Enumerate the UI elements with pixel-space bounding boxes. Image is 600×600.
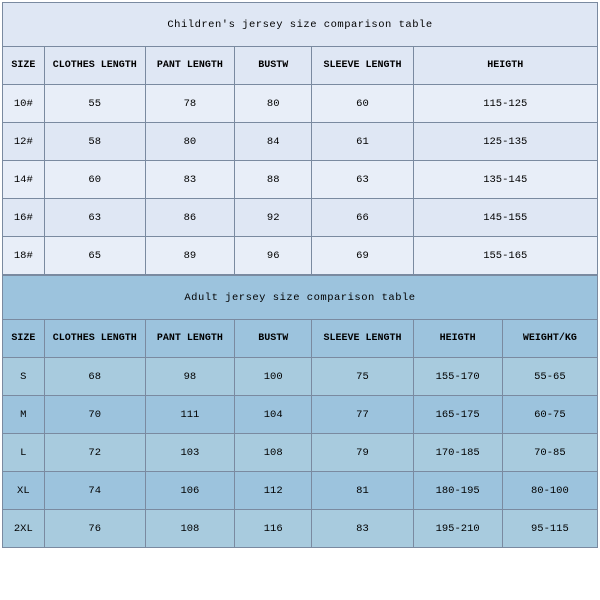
cell-sleeve: 77	[312, 396, 413, 434]
cell-pant: 83	[145, 161, 234, 199]
cell-size: 2XL	[3, 510, 45, 548]
size-chart-container: Children's jersey size comparison table …	[0, 0, 600, 550]
table-row: M 70 111 104 77 165-175 60-75	[3, 396, 598, 434]
col-bust: BUSTW	[235, 47, 312, 85]
cell-bust: 80	[235, 85, 312, 123]
col-size: SIZE	[3, 320, 45, 358]
cell-pant: 78	[145, 85, 234, 123]
cell-pant: 106	[145, 472, 234, 510]
col-clothes-length: CLOTHES LENGTH	[44, 320, 145, 358]
adult-title-row: Adult jersey size comparison table	[3, 276, 598, 320]
cell-weight: 70-85	[502, 434, 597, 472]
cell-size: S	[3, 358, 45, 396]
cell-bust: 116	[235, 510, 312, 548]
col-weight: WEIGHT/KG	[502, 320, 597, 358]
cell-sleeve: 63	[312, 161, 413, 199]
cell-sleeve: 81	[312, 472, 413, 510]
children-size-table: Children's jersey size comparison table …	[2, 2, 598, 275]
adult-header-row: SIZE CLOTHES LENGTH PANT LENGTH BUSTW SL…	[3, 320, 598, 358]
cell-weight: 80-100	[502, 472, 597, 510]
cell-pant: 80	[145, 123, 234, 161]
cell-bust: 88	[235, 161, 312, 199]
cell-clothes: 60	[44, 161, 145, 199]
adult-title: Adult jersey size comparison table	[3, 276, 598, 320]
cell-clothes: 63	[44, 199, 145, 237]
cell-height: 155-165	[413, 237, 597, 275]
cell-height: 125-135	[413, 123, 597, 161]
table-row: 18# 65 89 96 69 155-165	[3, 237, 598, 275]
children-title: Children's jersey size comparison table	[3, 3, 598, 47]
cell-weight: 55-65	[502, 358, 597, 396]
cell-bust: 100	[235, 358, 312, 396]
cell-size: 14#	[3, 161, 45, 199]
cell-size: 16#	[3, 199, 45, 237]
col-pant-length: PANT LENGTH	[145, 320, 234, 358]
table-row: 10# 55 78 80 60 115-125	[3, 85, 598, 123]
col-clothes-length: CLOTHES LENGTH	[44, 47, 145, 85]
table-row: L 72 103 108 79 170-185 70-85	[3, 434, 598, 472]
col-height: HEIGTH	[413, 47, 597, 85]
cell-clothes: 55	[44, 85, 145, 123]
cell-pant: 86	[145, 199, 234, 237]
cell-clothes: 72	[44, 434, 145, 472]
cell-sleeve: 66	[312, 199, 413, 237]
cell-height: 195-210	[413, 510, 502, 548]
cell-height: 135-145	[413, 161, 597, 199]
cell-bust: 96	[235, 237, 312, 275]
cell-size: M	[3, 396, 45, 434]
col-size: SIZE	[3, 47, 45, 85]
cell-pant: 103	[145, 434, 234, 472]
cell-sleeve: 60	[312, 85, 413, 123]
cell-size: 10#	[3, 85, 45, 123]
cell-clothes: 65	[44, 237, 145, 275]
table-row: S 68 98 100 75 155-170 55-65	[3, 358, 598, 396]
cell-weight: 95-115	[502, 510, 597, 548]
adult-size-table: Adult jersey size comparison table SIZE …	[2, 275, 598, 548]
cell-size: 18#	[3, 237, 45, 275]
cell-height: 170-185	[413, 434, 502, 472]
col-sleeve-length: SLEEVE LENGTH	[312, 47, 413, 85]
col-sleeve-length: SLEEVE LENGTH	[312, 320, 413, 358]
table-row: XL 74 106 112 81 180-195 80-100	[3, 472, 598, 510]
cell-pant: 89	[145, 237, 234, 275]
col-height: HEIGTH	[413, 320, 502, 358]
cell-bust: 84	[235, 123, 312, 161]
cell-sleeve: 69	[312, 237, 413, 275]
table-row: 12# 58 80 84 61 125-135	[3, 123, 598, 161]
cell-sleeve: 79	[312, 434, 413, 472]
cell-sleeve: 75	[312, 358, 413, 396]
cell-size: 12#	[3, 123, 45, 161]
cell-height: 155-170	[413, 358, 502, 396]
cell-size: XL	[3, 472, 45, 510]
cell-pant: 111	[145, 396, 234, 434]
cell-height: 165-175	[413, 396, 502, 434]
cell-clothes: 70	[44, 396, 145, 434]
cell-bust: 92	[235, 199, 312, 237]
table-row: 2XL 76 108 116 83 195-210 95-115	[3, 510, 598, 548]
table-row: 16# 63 86 92 66 145-155	[3, 199, 598, 237]
cell-pant: 108	[145, 510, 234, 548]
cell-sleeve: 83	[312, 510, 413, 548]
cell-clothes: 58	[44, 123, 145, 161]
children-header-row: SIZE CLOTHES LENGTH PANT LENGTH BUSTW SL…	[3, 47, 598, 85]
cell-bust: 112	[235, 472, 312, 510]
cell-bust: 108	[235, 434, 312, 472]
cell-sleeve: 61	[312, 123, 413, 161]
cell-height: 180-195	[413, 472, 502, 510]
cell-pant: 98	[145, 358, 234, 396]
cell-size: L	[3, 434, 45, 472]
cell-height: 115-125	[413, 85, 597, 123]
cell-clothes: 74	[44, 472, 145, 510]
col-bust: BUSTW	[235, 320, 312, 358]
cell-bust: 104	[235, 396, 312, 434]
cell-clothes: 76	[44, 510, 145, 548]
table-row: 14# 60 83 88 63 135-145	[3, 161, 598, 199]
cell-clothes: 68	[44, 358, 145, 396]
cell-weight: 60-75	[502, 396, 597, 434]
cell-height: 145-155	[413, 199, 597, 237]
col-pant-length: PANT LENGTH	[145, 47, 234, 85]
children-title-row: Children's jersey size comparison table	[3, 3, 598, 47]
